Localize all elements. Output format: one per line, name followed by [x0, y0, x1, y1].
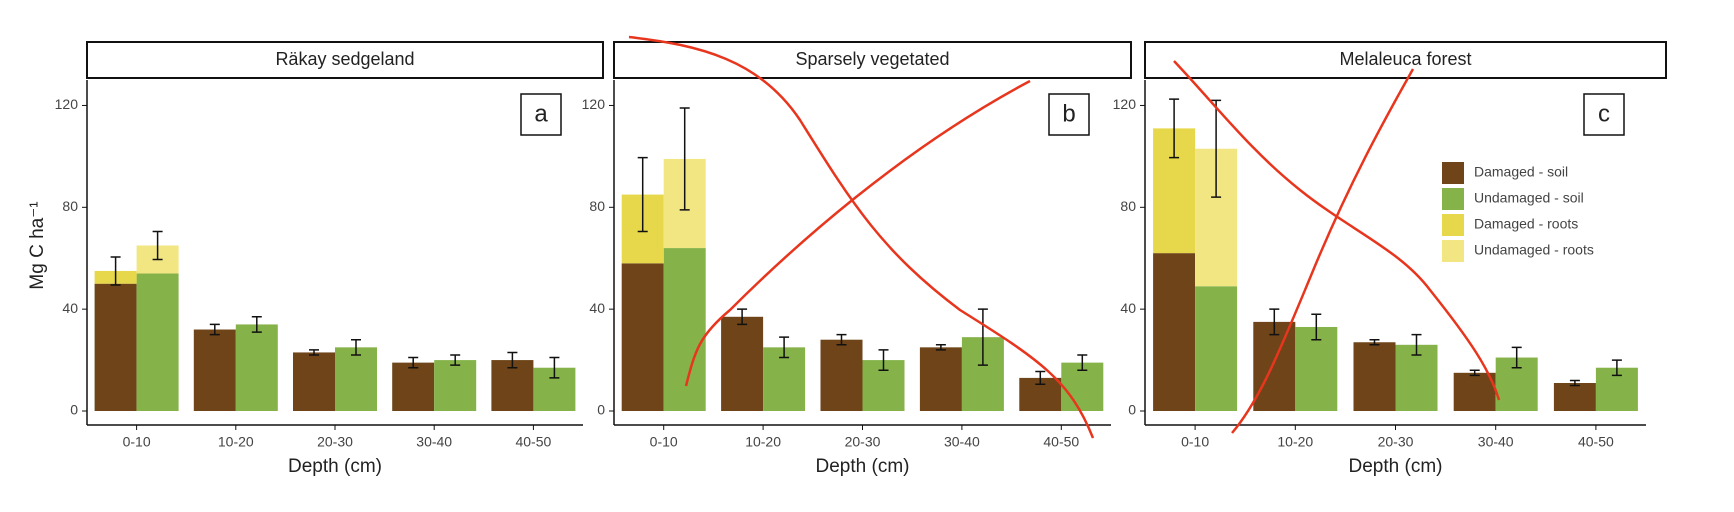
bar [919, 347, 962, 411]
error-bar [408, 356, 419, 369]
y-axis-label: Mg C ha⁻¹ [27, 201, 48, 289]
error-bar [209, 323, 220, 336]
legend-label: Damaged - soil [1474, 164, 1568, 180]
y-tick-label: 80 [589, 198, 605, 214]
bar [1453, 372, 1496, 411]
error-bar [549, 356, 560, 379]
x-tick-label: 10-20 [1277, 434, 1313, 450]
panel-label: c [1598, 100, 1610, 127]
x-tick-label: 30-40 [1478, 434, 1514, 450]
error-bar [450, 354, 461, 366]
y-tick-label: 120 [55, 96, 79, 112]
y-tick-label: 0 [597, 402, 605, 418]
error-bar [1611, 359, 1622, 377]
bar [820, 339, 863, 411]
y-tick-label: 40 [589, 300, 605, 316]
x-tick-label: 40-50 [1578, 434, 1614, 450]
error-bar [351, 338, 361, 356]
x-tick-label: 10-20 [218, 434, 254, 450]
bar [1153, 253, 1196, 411]
y-tick-label: 120 [582, 96, 606, 112]
bar [663, 248, 706, 411]
y-tick-label: 40 [1120, 300, 1136, 316]
error-bar [110, 256, 121, 286]
y-tick-label: 0 [1128, 402, 1136, 418]
panel-title: Melaleuca forest [1339, 49, 1471, 69]
bar [491, 360, 534, 411]
bar [94, 283, 137, 411]
bar [293, 352, 335, 411]
error-bar [1569, 379, 1580, 387]
bar [1195, 286, 1238, 411]
bar [621, 263, 664, 411]
bar [392, 362, 435, 411]
y-tick-label: 40 [62, 300, 78, 316]
panel-label: b [1062, 100, 1075, 127]
panel-title: Sparsely vegetated [795, 49, 949, 69]
error-bar [1511, 346, 1522, 369]
x-tick-label: 0-10 [123, 434, 151, 450]
bar [136, 273, 179, 411]
x-tick-label: 10-20 [745, 434, 781, 450]
legend-swatch [1442, 240, 1464, 262]
x-tick-label: 20-30 [845, 434, 881, 450]
bar [235, 324, 278, 411]
bar [1553, 382, 1596, 411]
legend-swatch [1442, 162, 1464, 184]
x-tick-label: 20-30 [1378, 434, 1414, 450]
legend-label: Damaged - roots [1474, 216, 1578, 232]
panel-title: Räkay sedgeland [275, 49, 414, 69]
bar [335, 347, 377, 411]
bar [721, 316, 764, 411]
x-tick-label: 40-50 [515, 434, 551, 450]
x-tick-label: 40-50 [1043, 434, 1079, 450]
y-tick-label: 0 [70, 402, 78, 418]
x-tick-label: 30-40 [416, 434, 452, 450]
error-bar [507, 351, 518, 369]
x-tick-label: 20-30 [317, 434, 353, 450]
x-axis-label: Depth (cm) [288, 456, 382, 477]
y-tick-label: 120 [1113, 96, 1137, 112]
bar [434, 360, 477, 411]
legend-swatch [1442, 214, 1464, 236]
error-bar [309, 349, 319, 356]
error-bar [152, 230, 163, 261]
x-tick-label: 0-10 [1181, 434, 1209, 450]
x-axis-label: Depth (cm) [816, 456, 910, 477]
panel-label-box [1583, 93, 1625, 136]
panel-label-box [520, 93, 562, 136]
bar [193, 329, 236, 411]
panel-label: a [534, 100, 548, 127]
y-tick-label: 80 [62, 198, 78, 214]
x-axis-label: Depth (cm) [1349, 456, 1443, 477]
y-tick-label: 80 [1120, 198, 1136, 214]
error-bar [251, 316, 262, 333]
x-tick-label: 30-40 [944, 434, 980, 450]
x-tick-label: 0-10 [650, 434, 678, 450]
legend-label: Undamaged - soil [1474, 190, 1584, 206]
legend-label: Undamaged - roots [1474, 242, 1594, 258]
legend-swatch [1442, 188, 1464, 210]
bar [1353, 342, 1396, 411]
panel-header [86, 41, 604, 79]
